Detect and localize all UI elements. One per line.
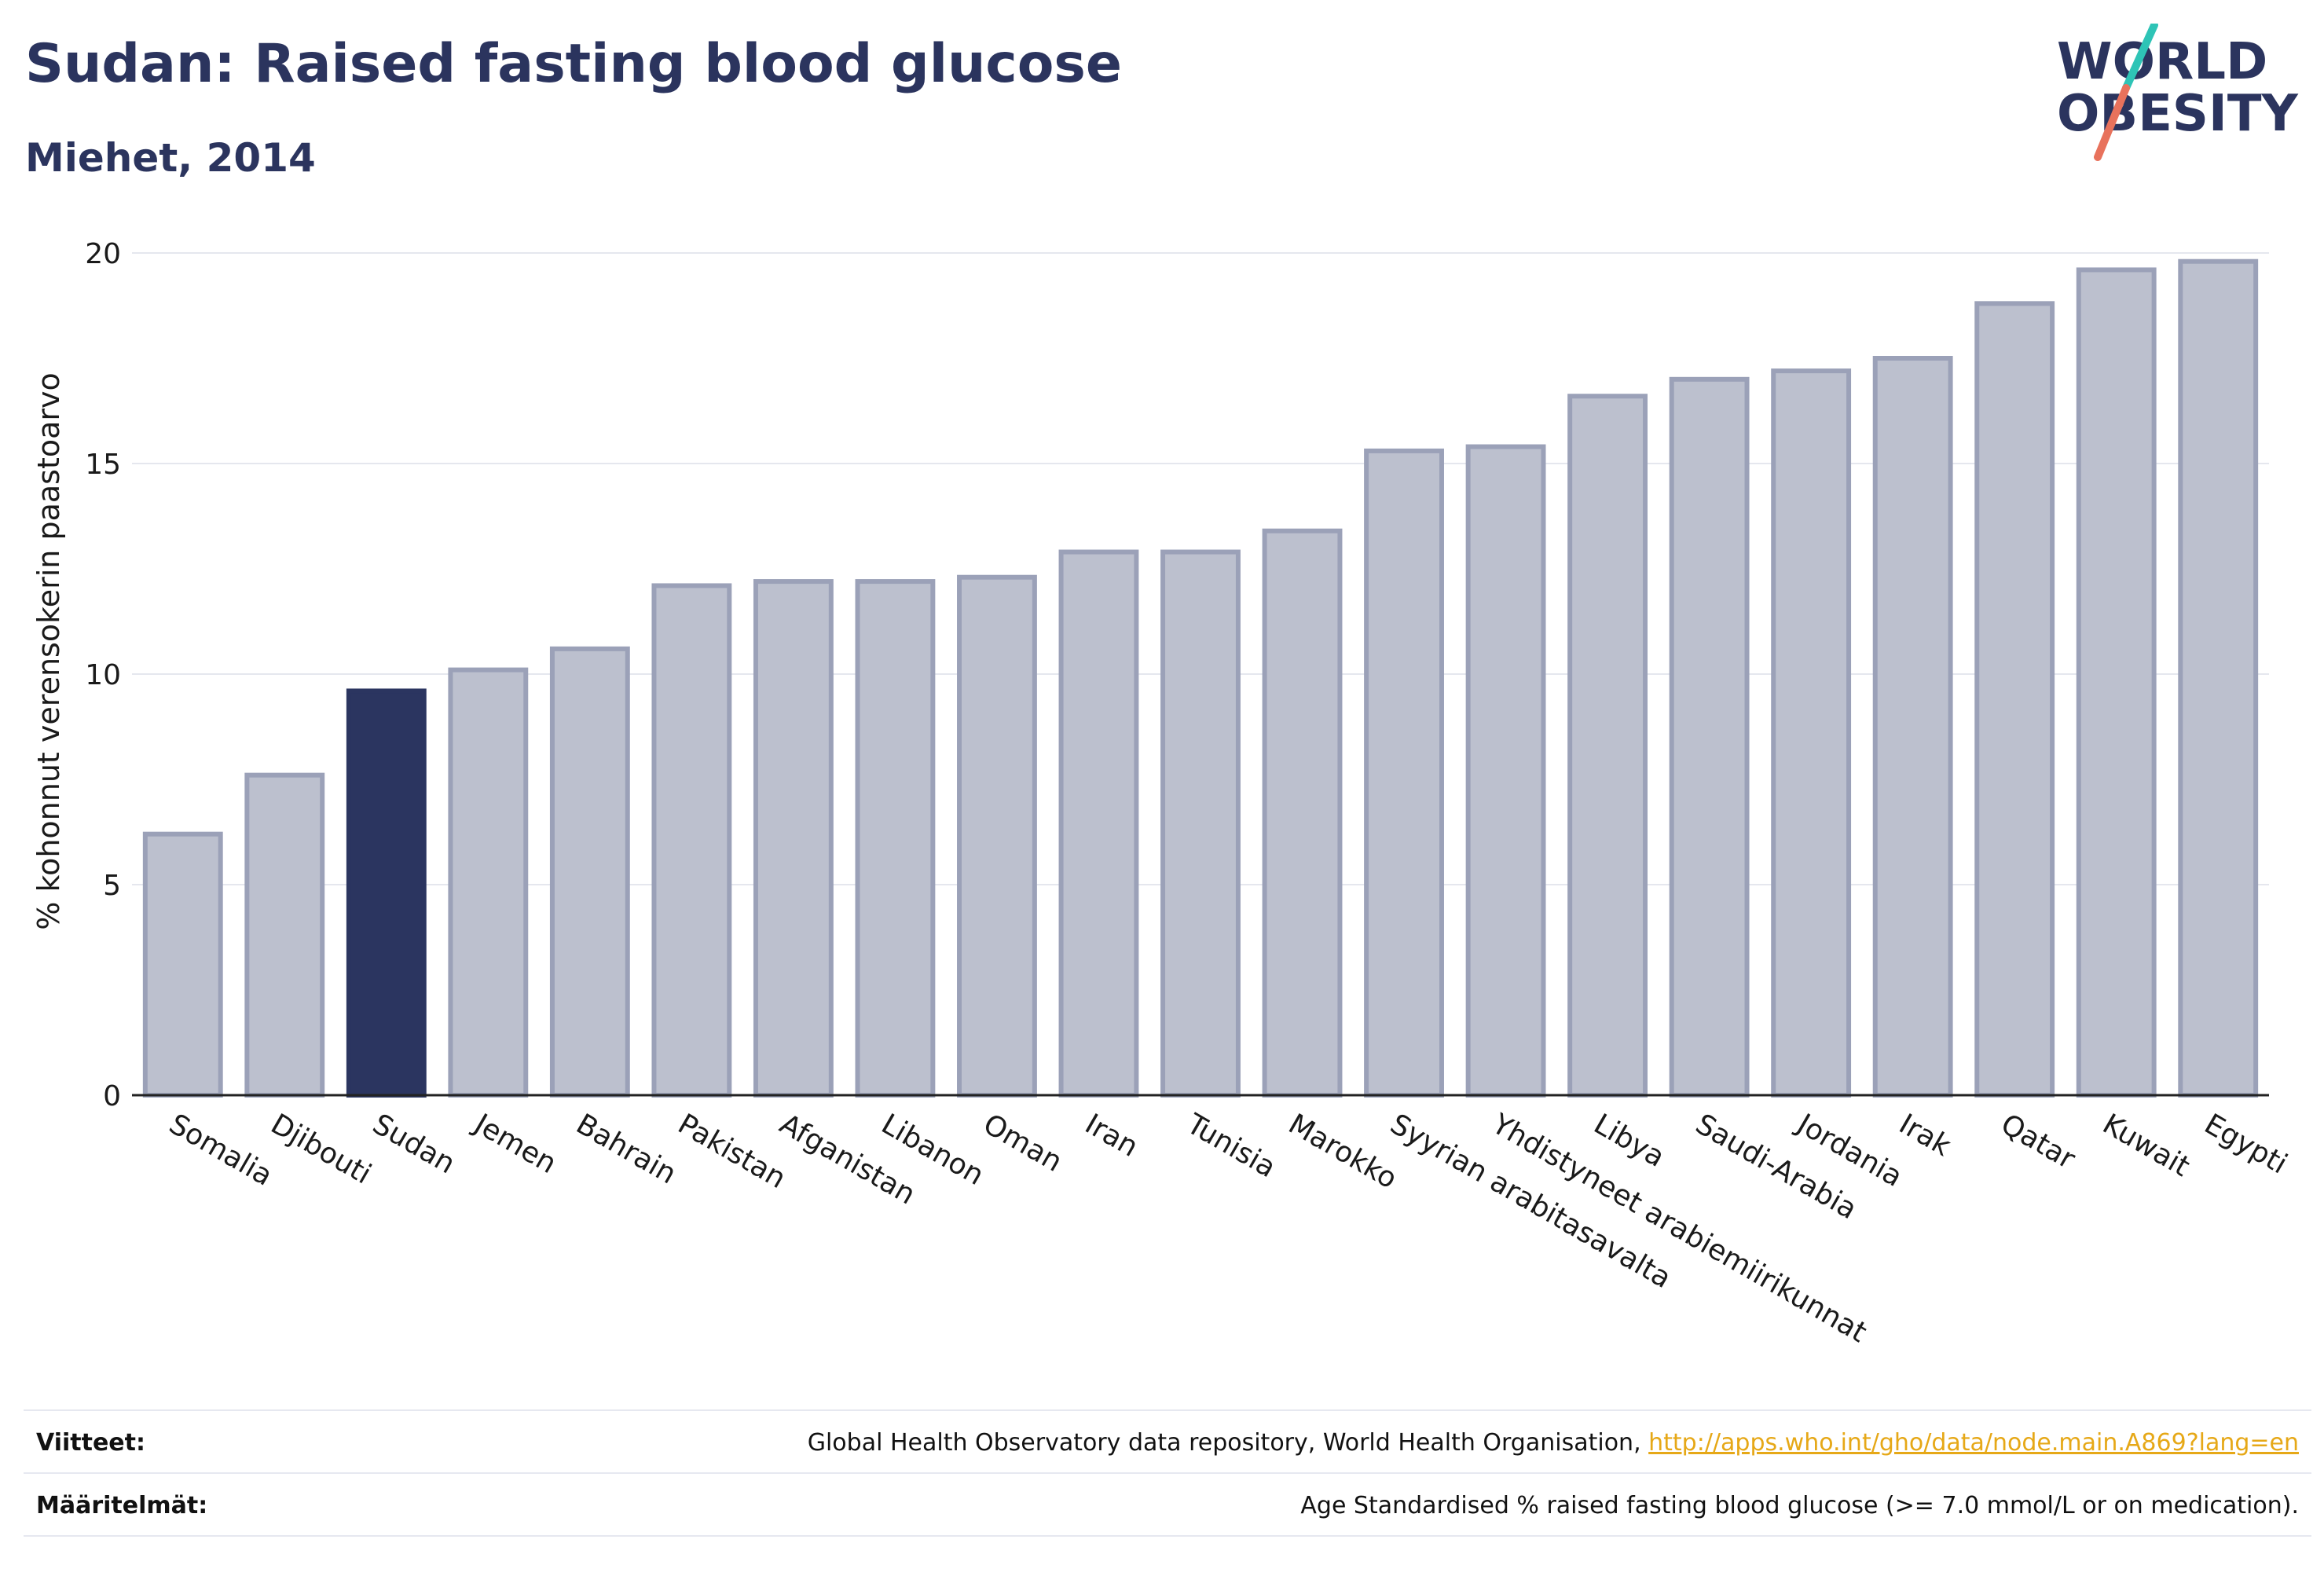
bar-djibouti xyxy=(244,772,325,1098)
y-tick-label: 0 xyxy=(103,1080,121,1112)
x-tick-label: Egypti xyxy=(2199,1108,2293,1180)
bar-libya xyxy=(1567,394,1648,1098)
definitions-label: Määritelmät: xyxy=(36,1491,208,1519)
definitions-value: Age Standardised % raised fasting blood … xyxy=(1300,1491,2299,1519)
footer-divider xyxy=(24,1535,2311,1537)
x-tick-label: Tunisia xyxy=(1181,1108,1281,1184)
bar-afganistan xyxy=(753,579,834,1098)
bar-oman xyxy=(957,574,1037,1098)
footer-definitions-row: Määritelmät: Age Standardised % raised f… xyxy=(24,1472,2311,1537)
x-tick-label: Oman xyxy=(977,1108,1067,1178)
y-tick-labels: 0 5 10 15 20 xyxy=(85,238,121,1112)
bar-tunisia xyxy=(1160,549,1241,1098)
bar-qatar xyxy=(1974,301,2055,1098)
bar-jordania xyxy=(1771,368,1852,1098)
sources-text: Global Health Observatory data repositor… xyxy=(807,1428,1649,1457)
bar-egypti xyxy=(2178,258,2259,1098)
x-tick-label: Iran xyxy=(1080,1108,1143,1164)
sources-link[interactable]: http://apps.who.int/gho/data/node.main.A… xyxy=(1648,1428,2299,1457)
bar-syyrian-arabitasavalta xyxy=(1364,448,1444,1098)
x-tick-label: Djibouti xyxy=(266,1108,376,1190)
x-tick-label: Somalia xyxy=(163,1108,277,1193)
bar-yhdistyneet-arabiemiirikunnat xyxy=(1465,444,1546,1098)
bars xyxy=(142,258,2259,1098)
x-tick-label: Qatar xyxy=(1996,1108,2080,1175)
x-tick-label: Irak xyxy=(1893,1108,1956,1163)
x-tick-label: Kuwait xyxy=(2097,1108,2195,1183)
x-tick-label: Bahrain xyxy=(570,1108,681,1190)
bar-marokko xyxy=(1262,528,1343,1098)
sources-value: Global Health Observatory data repositor… xyxy=(808,1429,2311,1457)
bar-jemen xyxy=(448,667,529,1098)
bar-somalia xyxy=(142,831,223,1098)
chart-subtitle: Miehet, 2014 xyxy=(25,135,316,181)
footer-sources-row: Viitteet: Global Health Observatory data… xyxy=(24,1409,2311,1474)
bar-iran xyxy=(1058,549,1139,1098)
y-tick-label: 5 xyxy=(103,870,121,902)
bar-bahrain xyxy=(549,646,630,1098)
x-tick-label: Sudan xyxy=(367,1108,460,1180)
y-tick-label: 20 xyxy=(85,238,121,270)
y-tick-label: 10 xyxy=(85,659,121,691)
logo-text-obesity: OBESITY xyxy=(2057,85,2298,143)
logo-slash-red xyxy=(2094,84,2130,161)
x-tick-label: Marokko xyxy=(1283,1108,1402,1195)
bar-pakistan xyxy=(651,583,732,1098)
y-tick-label: 15 xyxy=(85,449,121,481)
x-tick-label: Jemen xyxy=(467,1107,562,1180)
logo-slash-teal xyxy=(2122,24,2158,92)
y-axis-label: % kohonnut verensokerin paastoarvo xyxy=(31,372,66,929)
bar-irak xyxy=(1872,356,1953,1098)
bar-sudan xyxy=(346,688,427,1098)
bar-libanon xyxy=(855,579,936,1098)
bar-kuwait xyxy=(2076,267,2157,1098)
logo-text-world: WORLD xyxy=(2057,33,2267,91)
bar-saudi-arabia xyxy=(1669,376,1750,1098)
sources-label: Viitteet: xyxy=(36,1428,145,1457)
x-tick-label: Pakistan xyxy=(673,1108,791,1195)
world-obesity-logo: WORLD OBESITY xyxy=(2057,24,2298,161)
chart-title: Sudan: Raised fasting blood glucose xyxy=(25,33,1123,95)
